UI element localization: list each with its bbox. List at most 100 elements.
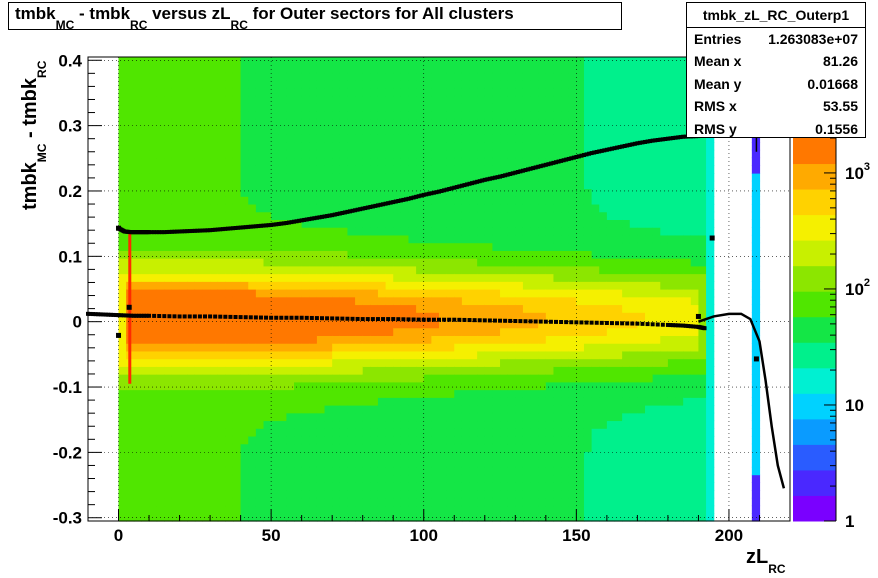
- heatmap-cell: [561, 149, 570, 159]
- heatmap-cell: [538, 505, 547, 514]
- heatmap-cell: [225, 265, 234, 275]
- heatmap-cell: [194, 118, 204, 128]
- heatmap-cell: [500, 374, 509, 383]
- heatmap-cell: [255, 420, 265, 429]
- heatmap-cell: [568, 149, 577, 159]
- heatmap-cell: [675, 234, 684, 244]
- heatmap-cell: [507, 227, 516, 236]
- heatmap-cell: [484, 95, 494, 104]
- heatmap-cell: [690, 265, 700, 275]
- heatmap-cell: [286, 242, 295, 251]
- heatmap-cell: [133, 219, 143, 228]
- heatmap-cell: [660, 57, 669, 66]
- heatmap-cell: [316, 435, 326, 445]
- upper-profile-point: [335, 212, 340, 217]
- heatmap-cell: [339, 173, 349, 182]
- heatmap-cell: [286, 335, 295, 344]
- heatmap-cell: [362, 420, 371, 429]
- heatmap-cell: [393, 149, 402, 159]
- heatmap-cell: [545, 103, 555, 112]
- heatmap-cell: [591, 497, 600, 507]
- heatmap-cell: [294, 482, 303, 491]
- heatmap-cell: [553, 196, 562, 205]
- heatmap-cell: [469, 374, 478, 383]
- heatmap-cell: [599, 389, 608, 398]
- heatmap-cell: [164, 327, 173, 336]
- heatmap-cell: [538, 165, 547, 174]
- heatmap-cell: [614, 250, 623, 259]
- heatmap-cell: [232, 188, 242, 197]
- heatmap-cell: [484, 157, 494, 166]
- heatmap-cell: [637, 459, 646, 468]
- heatmap-cell: [278, 203, 287, 213]
- heatmap-cell: [271, 273, 280, 282]
- heatmap-cell: [454, 412, 463, 422]
- heatmap-cell: [171, 327, 181, 336]
- heatmap-cell: [454, 420, 463, 429]
- heatmap-cell: [126, 397, 135, 406]
- upper-profile-point: [401, 197, 406, 202]
- heatmap-cell: [187, 335, 196, 344]
- heatmap-cell: [164, 435, 173, 445]
- heatmap-cell: [484, 273, 494, 282]
- heatmap-cell: [240, 289, 249, 298]
- heatmap-cell: [675, 80, 684, 89]
- heatmap-cell: [408, 381, 417, 391]
- heatmap-cell: [248, 203, 257, 213]
- heatmap-cell: [286, 281, 295, 290]
- heatmap-cell: [515, 366, 524, 375]
- heatmap-cell: [339, 405, 349, 414]
- heatmap-cell: [477, 389, 486, 398]
- heatmap-cell: [263, 327, 272, 336]
- heatmap-cell: [316, 412, 326, 422]
- heatmap-cell: [179, 258, 188, 267]
- heatmap-cell: [118, 343, 127, 352]
- heatmap-cell: [179, 435, 188, 445]
- heatmap-cell: [568, 474, 577, 483]
- heatmap-cell: [553, 335, 562, 344]
- heatmap-cell: [141, 234, 150, 244]
- heatmap-cell: [324, 103, 333, 112]
- heatmap-cell: [576, 103, 585, 112]
- heatmap-cell: [622, 289, 631, 298]
- heatmap-cell: [652, 64, 661, 74]
- heatmap-cell: [194, 57, 204, 66]
- heatmap-cell: [316, 482, 326, 491]
- heatmap-cell: [522, 111, 532, 120]
- upper-profile-point: [248, 224, 253, 229]
- heatmap-cell: [454, 366, 463, 375]
- heatmap-cell: [187, 381, 196, 391]
- upper-profile-point: [307, 217, 312, 222]
- heatmap-cell: [667, 95, 677, 104]
- upper-profile-point: [490, 176, 495, 181]
- heatmap-cell: [477, 435, 486, 445]
- heatmap-cell: [416, 64, 425, 74]
- heatmap-cell: [553, 211, 562, 220]
- heatmap-cell: [294, 157, 303, 166]
- heatmap-cell: [645, 258, 654, 267]
- heatmap-cell: [339, 126, 349, 135]
- heatmap-cell: [309, 173, 318, 182]
- upper-profile-point: [459, 183, 464, 188]
- heatmap-cell: [507, 389, 516, 398]
- heatmap-cell: [309, 482, 318, 491]
- heatmap-cell: [454, 389, 463, 398]
- heatmap-cell: [606, 397, 616, 406]
- heatmap-cell: [599, 196, 608, 205]
- heatmap-cell: [538, 227, 547, 236]
- heatmap-cell: [606, 374, 616, 383]
- heatmap-cell: [271, 196, 280, 205]
- heatmap-cell: [408, 87, 417, 97]
- heatmap-cell: [423, 350, 432, 360]
- heatmap-cell: [156, 234, 165, 244]
- heatmap-cell: [225, 389, 234, 398]
- heatmap-cell: [576, 157, 585, 166]
- heatmap-cell: [393, 111, 402, 120]
- heatmap-cell: [683, 327, 692, 336]
- heatmap-cell: [515, 482, 524, 491]
- upper-profile-point: [378, 202, 383, 207]
- heatmap-cell: [446, 211, 455, 220]
- heatmap-cell: [606, 203, 616, 213]
- heatmap-cell: [637, 289, 646, 298]
- heatmap-cell: [675, 296, 684, 306]
